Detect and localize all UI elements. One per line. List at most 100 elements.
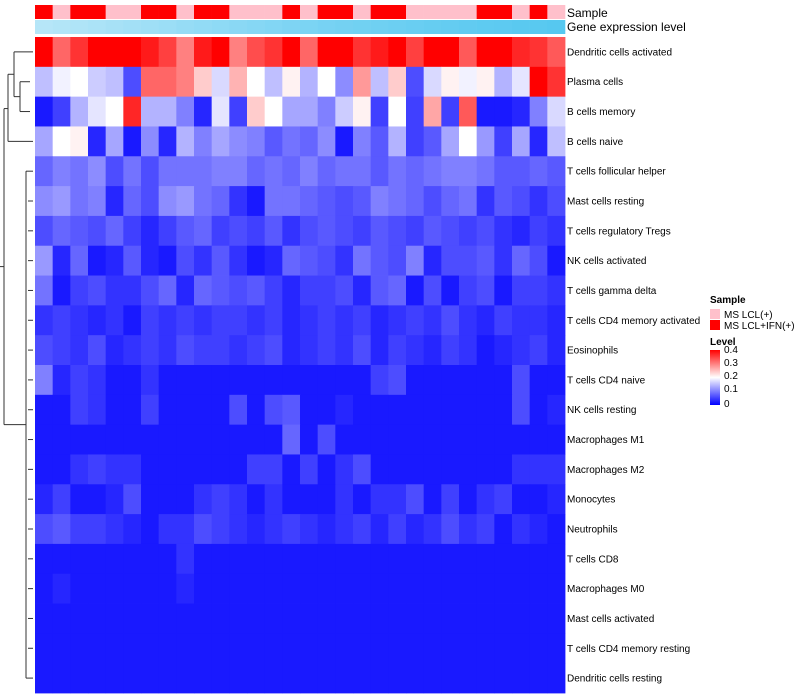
heatmap-cell <box>88 37 107 68</box>
gene-expression-annotation-track <box>35 20 566 34</box>
heatmap-cell <box>176 365 195 396</box>
heatmap-cell <box>423 663 442 694</box>
heatmap-cell <box>370 215 389 247</box>
heatmap-cell <box>194 335 213 366</box>
heatmap-cell <box>88 305 107 336</box>
heatmap-cell <box>52 37 71 68</box>
heatmap-cell <box>229 37 248 68</box>
heatmap-cell <box>141 215 160 247</box>
heatmap-cell <box>300 543 319 575</box>
heatmap-cell <box>229 66 248 98</box>
heatmap-cell <box>335 543 354 575</box>
heatmap-cell <box>35 663 54 694</box>
heatmap-cell <box>35 514 54 545</box>
heatmap-cell <box>353 424 372 455</box>
gene-expression-annotation-cell <box>176 20 195 34</box>
heatmap-cell <box>547 186 566 217</box>
heatmap-cell <box>141 96 160 127</box>
heatmap-cell <box>211 543 230 575</box>
heatmap-cell <box>52 365 71 396</box>
heatmap-cell <box>88 573 107 604</box>
heatmap-cell <box>105 633 124 664</box>
heatmap-cell <box>353 37 372 68</box>
heatmap-cell <box>35 633 54 664</box>
sample-legend-label-lcl: MS LCL(+) <box>724 310 773 321</box>
heatmap-cell <box>52 543 71 575</box>
heatmap-cell <box>229 484 248 515</box>
heatmap-cell <box>264 126 283 157</box>
heatmap-cell <box>494 186 513 217</box>
row-label: Dendritic cells activated <box>567 47 672 58</box>
heatmap-cell <box>353 603 372 634</box>
heatmap-cell <box>494 454 513 485</box>
level-tick-0.3: 0.3 <box>724 358 738 369</box>
gene-expression-annotation-cell <box>353 20 371 34</box>
heatmap-cell <box>105 126 124 157</box>
heatmap-cell <box>282 66 301 98</box>
heatmap-cell <box>264 215 283 247</box>
heatmap-cell <box>547 37 566 68</box>
heatmap-cell <box>406 573 425 604</box>
heatmap-cell <box>317 305 336 336</box>
heatmap-cell <box>335 663 354 694</box>
heatmap-cell <box>476 633 495 664</box>
heatmap-cell <box>459 424 478 455</box>
heatmap-cell <box>547 96 566 127</box>
heatmap-cell <box>70 424 89 455</box>
heatmap-cell <box>547 126 566 157</box>
heatmap-cell <box>88 543 107 575</box>
heatmap-cell <box>388 66 407 98</box>
row-dendrogram <box>0 51 33 679</box>
heatmap-cell <box>211 394 230 426</box>
heatmap-cell <box>423 126 442 157</box>
heatmap-cell <box>529 126 548 157</box>
heatmap-cell <box>512 126 531 157</box>
row-label: Monocytes <box>567 495 615 506</box>
heatmap-cell <box>353 126 372 157</box>
heatmap-cell <box>335 335 354 366</box>
heatmap-cell <box>88 215 107 247</box>
heatmap-cell <box>529 603 548 634</box>
heatmap-cell <box>70 275 89 306</box>
heatmap-cell <box>105 275 124 306</box>
heatmap-cell <box>494 365 513 396</box>
heatmap-cell <box>441 543 460 575</box>
heatmap-cell <box>141 543 160 575</box>
heatmap-cell <box>158 156 177 187</box>
row-label: Mast cells activated <box>567 614 654 625</box>
heatmap-cell <box>476 37 495 68</box>
sample-annotation-cell <box>264 5 283 19</box>
heatmap-cell <box>52 573 71 604</box>
heatmap-cell <box>494 156 513 187</box>
heatmap-cell <box>459 66 478 98</box>
heatmap-cell <box>335 305 354 336</box>
heatmap-cell <box>105 156 124 187</box>
heatmap-cell <box>176 394 195 426</box>
heatmap-cell <box>459 365 478 396</box>
heatmap-cell <box>35 305 54 336</box>
heatmap-cell <box>512 37 531 68</box>
sample-annotation-cell <box>35 5 53 19</box>
heatmap-cell <box>35 424 54 455</box>
heatmap-cell <box>547 215 566 247</box>
heatmap-cell <box>547 514 566 545</box>
heatmap-cell <box>52 663 71 694</box>
heatmap-cell <box>194 424 213 455</box>
heatmap-cell <box>105 573 124 604</box>
heatmap-cell <box>441 663 460 694</box>
heatmap-cell <box>388 96 407 127</box>
gene-expression-annotation-cell <box>512 20 530 34</box>
heatmap-cell <box>70 454 89 485</box>
heatmap-cell <box>476 96 495 127</box>
heatmap-cell <box>353 96 372 127</box>
heatmap-cell <box>176 484 195 515</box>
gene-expression-annotation-cell <box>406 20 424 34</box>
heatmap-cell <box>194 275 213 306</box>
heatmap-cell <box>300 215 319 247</box>
heatmap-cell <box>247 156 266 187</box>
row-label: T cells CD4 memory activated <box>567 316 700 327</box>
heatmap-cell <box>388 514 407 545</box>
heatmap-cell <box>370 186 389 217</box>
row-label: Neutrophils <box>567 525 618 536</box>
row-label: T cells gamma delta <box>567 286 657 297</box>
